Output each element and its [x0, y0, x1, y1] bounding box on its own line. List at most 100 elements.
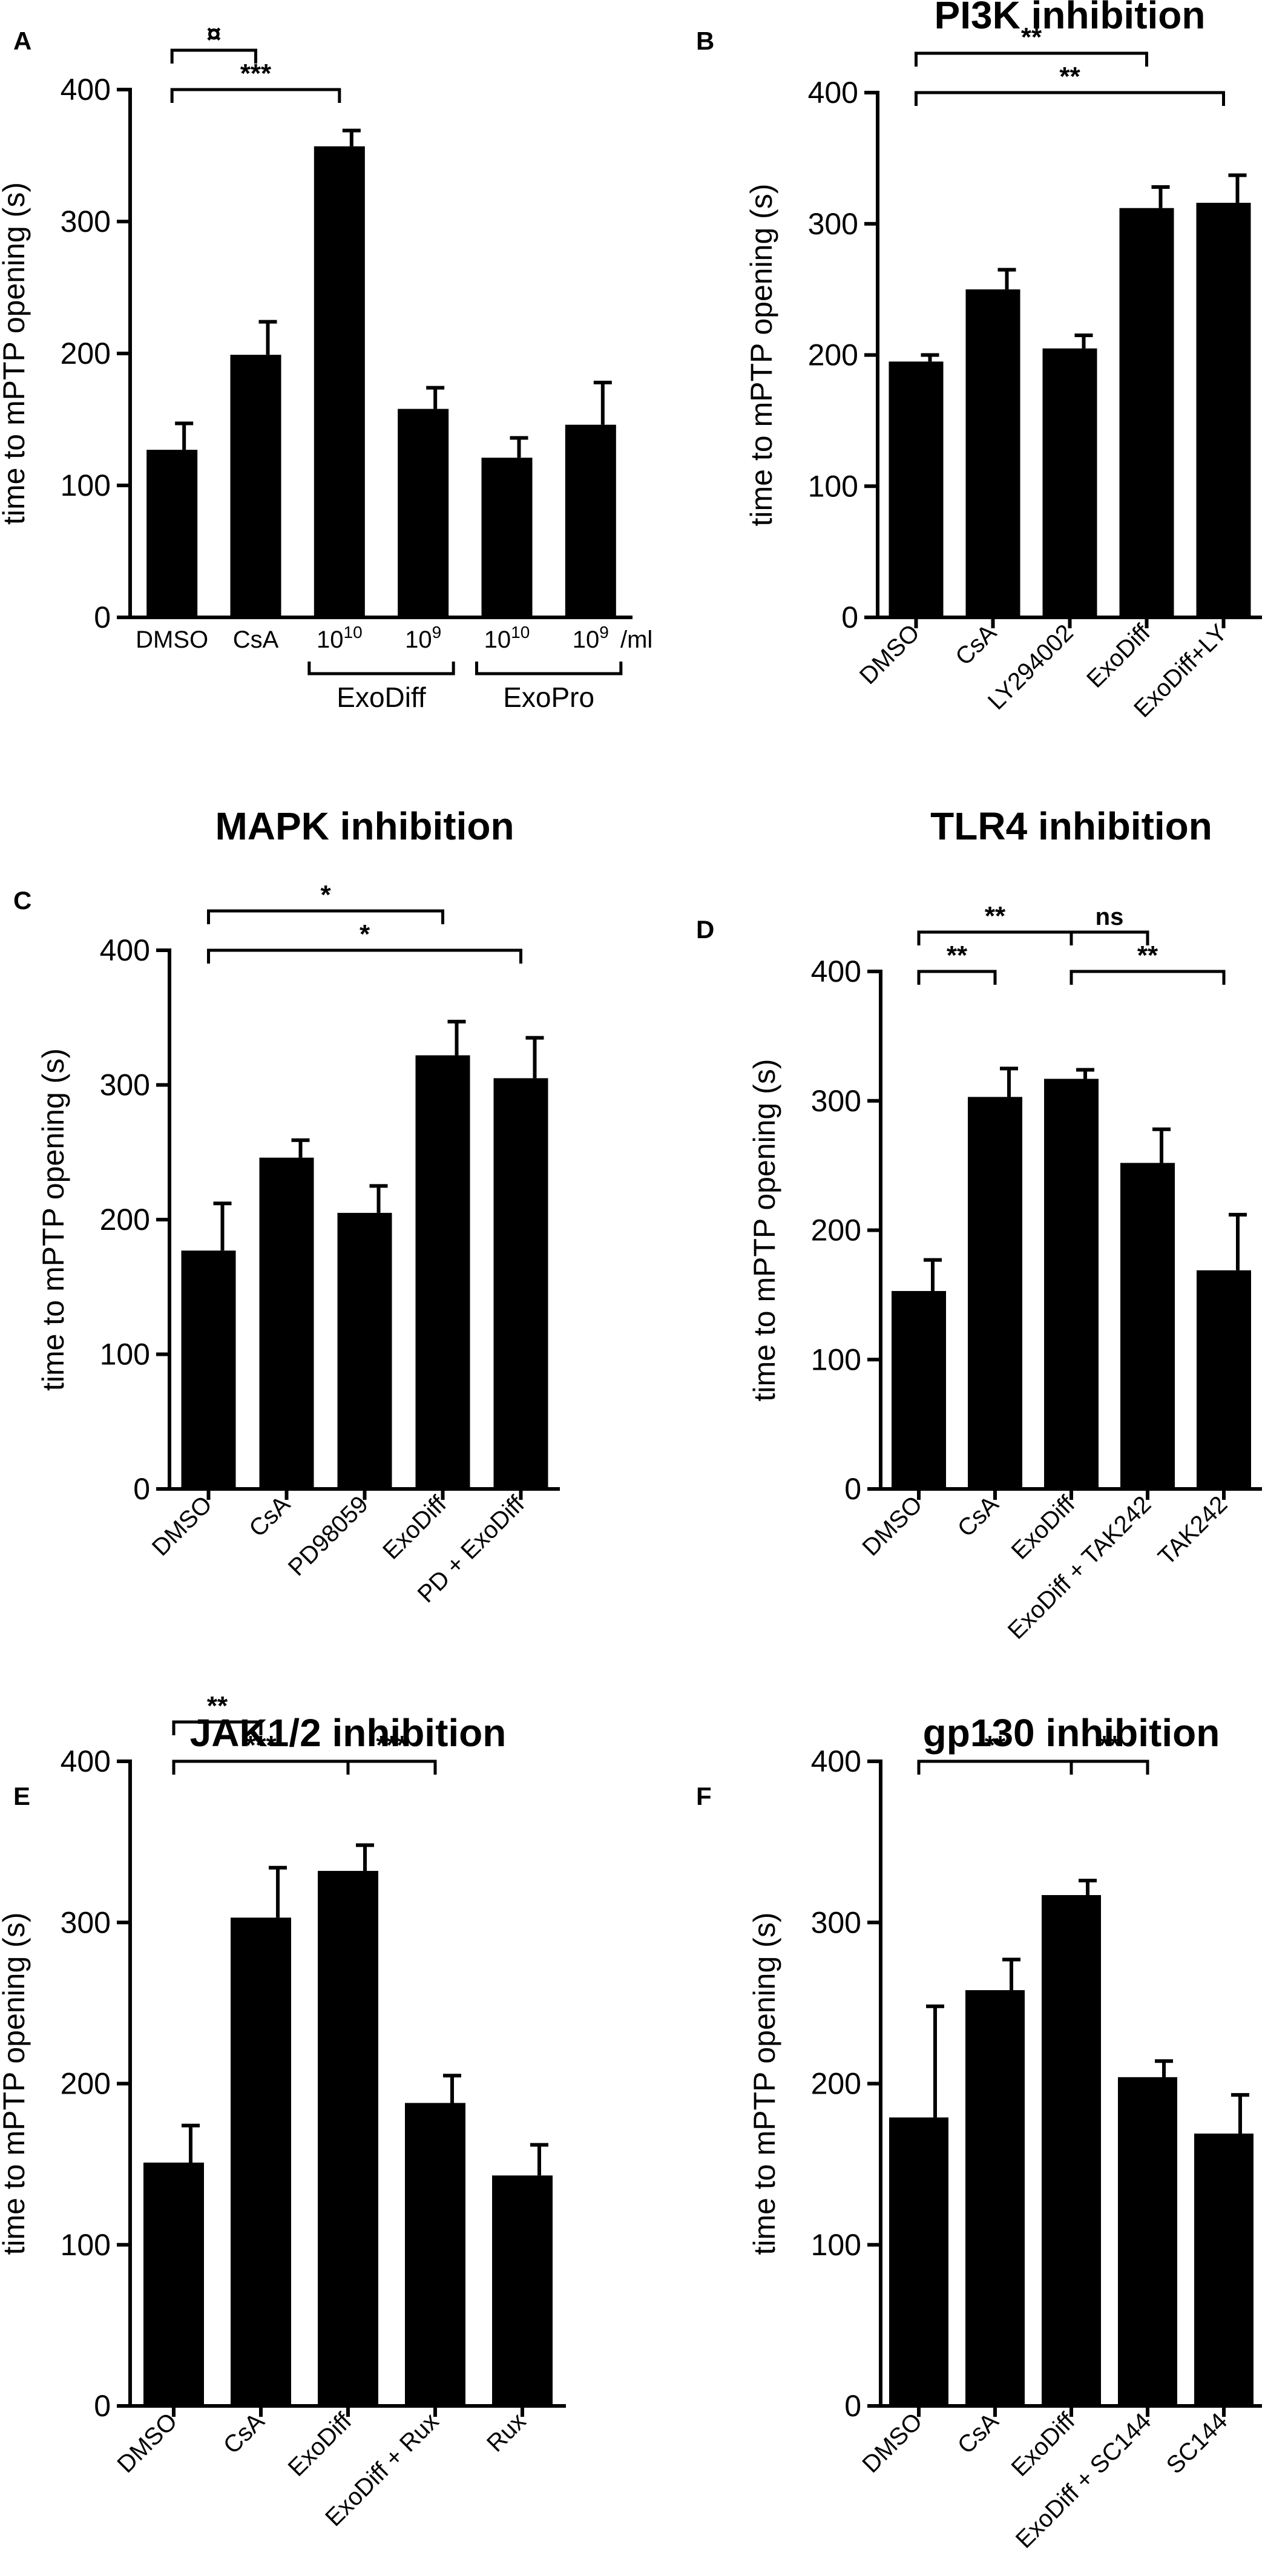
panel-letter: D [696, 915, 714, 944]
y-tick-label: 200 [811, 1214, 861, 1247]
y-axis-label: time to mPTP opening (s) [748, 1913, 781, 2255]
bar [318, 1871, 378, 2406]
bar [1118, 2077, 1177, 2406]
bar [965, 289, 1020, 617]
bar [1042, 348, 1097, 617]
bar [314, 146, 365, 618]
bar [492, 2175, 553, 2406]
y-tick-label: 300 [61, 205, 111, 238]
significance-bracket [170, 88, 341, 103]
x-tick-label: DMSO [147, 1491, 217, 1561]
x-tick-label: LY294002 [983, 619, 1079, 715]
x-tick-label: 109 [573, 623, 609, 653]
panel-e: E JAK1/2 inhibition 0 100 200 300 400 time to m… [0, 1691, 566, 2532]
bar [889, 2117, 948, 2406]
y-tick-label: 100 [61, 468, 111, 502]
chart-title: JAK1/2 inhibition [190, 1711, 507, 1755]
significance-bracket [1070, 970, 1226, 985]
panel-letter: F [696, 1782, 712, 1810]
group-label: ExoDiff [337, 682, 426, 713]
x-tick-label: ExoDiff [1082, 619, 1155, 693]
y-axis-label: time to mPTP opening (s) [748, 1059, 781, 1402]
significance-label: ** [985, 901, 1006, 931]
bar [565, 424, 616, 617]
group-bracket [475, 662, 623, 675]
y-axis-label: time to mPTP opening (s) [0, 1913, 31, 2255]
significance-bracket [172, 1760, 350, 1775]
significance-label: * [320, 880, 331, 910]
group-label: ExoPro [503, 682, 594, 713]
significance-bracket [346, 1760, 437, 1775]
bar [1194, 2134, 1254, 2406]
significance-bracket [1070, 930, 1149, 945]
bar [230, 355, 281, 617]
bar [398, 409, 449, 617]
significance-label: *** [240, 59, 272, 88]
bar [892, 1290, 946, 1489]
y-tick-label: 0 [844, 1472, 861, 1506]
x-tick-label: ExoDiff [283, 2408, 357, 2482]
y-tick-label: 100 [61, 2228, 111, 2262]
y-tick-label: 300 [808, 207, 858, 241]
y-tick-label: 200 [61, 337, 111, 370]
significance-label: ** [1059, 62, 1080, 91]
y-tick-label: 400 [61, 73, 111, 107]
y-tick-label: 200 [100, 1203, 150, 1237]
group-bracket [307, 662, 455, 675]
panel-letter: E [13, 1782, 30, 1810]
significance-label: ** [207, 1691, 228, 1721]
y-tick-label: 400 [61, 1744, 111, 1778]
bar [1120, 1163, 1175, 1489]
bar [1196, 203, 1251, 617]
bar [415, 1055, 470, 1489]
bar [1044, 1079, 1099, 1489]
y-tick-label: 0 [133, 1472, 150, 1506]
significance-bracket [915, 51, 1148, 67]
significance-label: ns [1096, 904, 1124, 930]
bar [493, 1078, 548, 1489]
bar [259, 1157, 314, 1489]
x-tick-label: ExoDiff [1007, 1491, 1080, 1565]
x-tick-label: DMSO [136, 626, 208, 653]
y-tick-label: 0 [94, 600, 111, 634]
y-tick-label: 200 [811, 2067, 861, 2101]
panel-letter: A [13, 27, 31, 55]
y-tick-label: 400 [811, 1744, 861, 1778]
x-tick-label: 109 [405, 623, 441, 653]
y-tick-label: 400 [811, 954, 861, 988]
significance-label: *** [376, 1730, 407, 1760]
y-axis-label: time to mPTP opening (s) [744, 184, 778, 527]
significance-bracket [207, 909, 444, 924]
x-tick-label: CsA [233, 626, 279, 653]
significance-bracket [172, 1720, 263, 1735]
bar [181, 1250, 236, 1489]
bar [337, 1212, 392, 1489]
y-tick-label: 0 [94, 2389, 111, 2423]
y-tick-label: 300 [811, 1905, 861, 1939]
bar [889, 361, 944, 617]
bar [1119, 208, 1174, 617]
x-tick-label: ExoDiff + TAK242 [1003, 1491, 1157, 1644]
y-tick-label: 400 [100, 933, 150, 967]
x-tick-label: ExoDiff + SC144 [1011, 2408, 1156, 2553]
y-tick-label: 100 [811, 1342, 861, 1376]
y-tick-label: 100 [100, 1338, 150, 1372]
panel-letter: B [696, 27, 714, 55]
panel-c: C MAPK inhibition 0 100 200 300 400 time to mPT… [13, 804, 560, 1608]
significance-label: ** [947, 941, 968, 970]
x-tick-label: ExoDiff [1007, 2408, 1080, 2482]
significance-label: * [360, 919, 370, 949]
y-tick-label: 200 [61, 2067, 111, 2101]
bar [146, 450, 198, 617]
bar [405, 2103, 465, 2406]
x-tick-label: DMSO [855, 619, 925, 689]
significance-bracket [915, 91, 1225, 106]
bar [231, 1917, 291, 2406]
y-tick-label: 0 [844, 2389, 861, 2423]
bar [1197, 1270, 1251, 1489]
significance-label: ** [1099, 1730, 1120, 1760]
significance-bracket [170, 48, 257, 64]
significance-label: ** [985, 1730, 1006, 1760]
x-tick-label: ExoDiff [378, 1491, 452, 1565]
